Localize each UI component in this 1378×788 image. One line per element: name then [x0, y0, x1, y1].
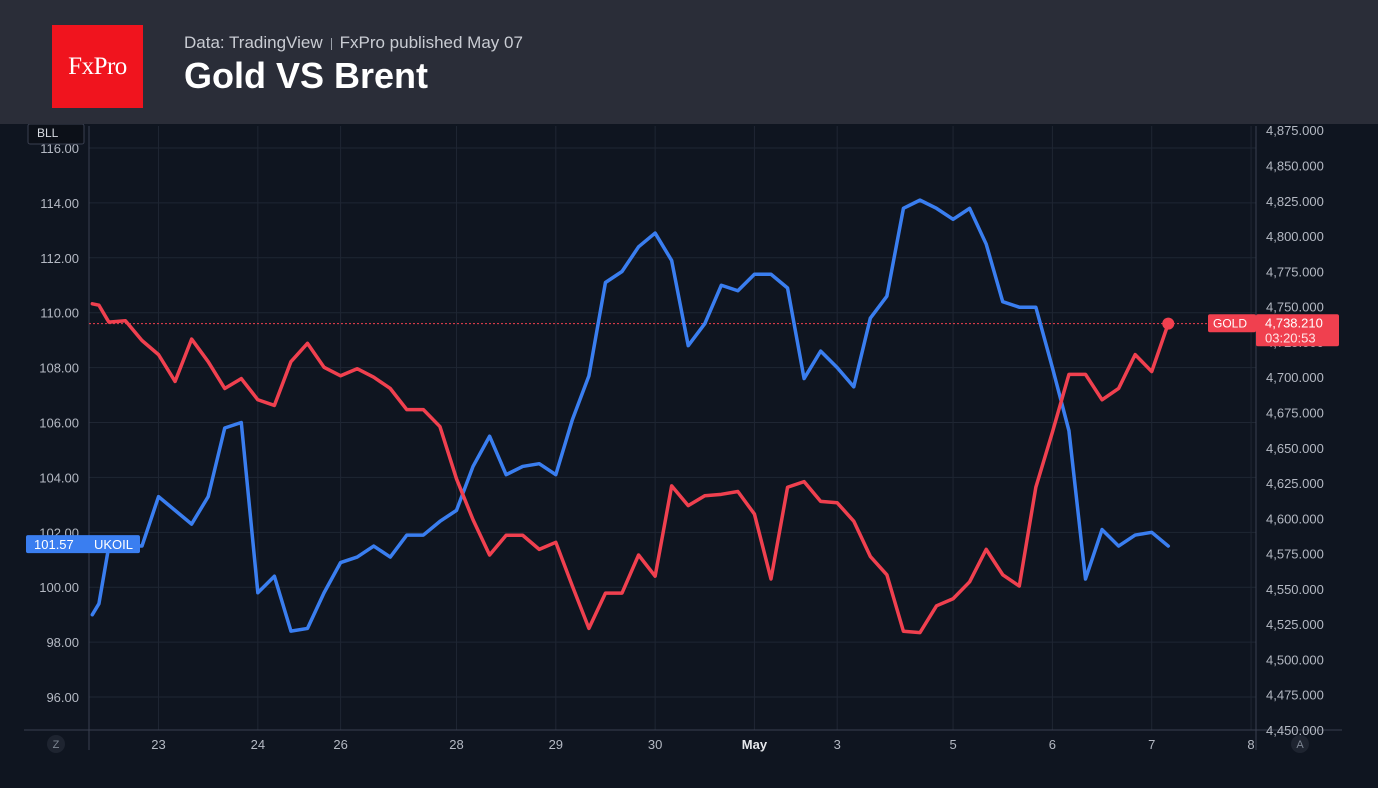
right-axis-ticks: 4,450.000 4,475.000 4,500.000 4,525.000 4,55… — [1266, 124, 1324, 738]
gold-last-value: 4,738.210 — [1265, 315, 1323, 330]
right-tick-label: 4,550.000 — [1266, 582, 1324, 597]
right-tick-label: 4,625.000 — [1266, 476, 1324, 491]
right-tick-label: 4,825.000 — [1266, 194, 1324, 209]
gold-series-name: GOLD — [1213, 316, 1247, 330]
auto-scale-button[interactable] — [1291, 735, 1309, 753]
left-tick-label: 112.00 — [40, 251, 79, 266]
auto-scale-label: A — [1296, 739, 1304, 751]
right-tick-label: 4,875.000 — [1266, 124, 1324, 138]
time-tick-label: May — [742, 737, 768, 752]
gold-last-point — [1162, 317, 1175, 330]
zoom-corner-button[interactable] — [47, 735, 65, 753]
left-tick-label: 116.00 — [40, 141, 79, 156]
time-tick-label: 23 — [151, 737, 165, 752]
ukoil-price-badge — [26, 535, 140, 554]
left-tick-label: 110.00 — [40, 306, 79, 321]
left-tick-label: 104.00 — [39, 470, 79, 485]
left-tick-label: 108.00 — [39, 361, 79, 376]
time-tick-label: 3 — [834, 737, 841, 752]
data-source-label: Data: TradingView — [184, 33, 323, 52]
time-tick-label: 28 — [449, 737, 463, 752]
right-tick-label: 4,500.000 — [1266, 652, 1324, 667]
left-tick-label: 114.00 — [40, 196, 79, 211]
right-tick-label: 4,525.000 — [1266, 617, 1324, 632]
time-tick-label: 6 — [1049, 737, 1056, 752]
grid-lines — [89, 126, 1256, 730]
left-axis-ticks: 96.0098.00100.00102.00104.00106.00108.00… — [39, 141, 79, 705]
ukoil-last-value: 101.57 — [34, 537, 74, 552]
zoom-corner-label: Z — [53, 739, 60, 751]
header-bar: FxPro Data: TradingView FxPro published M… — [0, 0, 1378, 124]
gold-bar-countdown: 03:20:53 — [1265, 330, 1316, 345]
right-tick-label: 4,700.000 — [1266, 370, 1324, 385]
right-tick-label: 4,775.000 — [1266, 264, 1324, 279]
price-chart: 96.0098.00100.00102.00104.00106.00108.00… — [0, 124, 1378, 788]
time-axis-ticks: 23 24 26 28 29 30 May 3 5 6 7 8 — [151, 737, 1254, 752]
left-tick-label: 106.00 — [39, 416, 79, 431]
subtitle-divider — [330, 37, 332, 50]
right-tick-label: 4,675.000 — [1266, 405, 1324, 420]
chart-subtitle: Data: TradingView FxPro published May 07 — [184, 33, 523, 53]
right-tick-label: 4,575.000 — [1266, 547, 1324, 562]
left-axis-badge — [27, 124, 85, 145]
chart-background — [0, 124, 1378, 788]
left-tick-label: 98.00 — [46, 635, 79, 650]
right-tick-label: 4,650.000 — [1266, 441, 1324, 456]
gold-series-line — [90, 302, 1171, 635]
left-tick-label: 100.00 — [39, 580, 79, 595]
published-label: FxPro published May 07 — [339, 33, 523, 52]
right-tick-label: 4,850.000 — [1266, 159, 1324, 174]
gold-name-badge — [1208, 314, 1256, 333]
time-tick-label: 24 — [251, 737, 265, 752]
gold-price-badge — [1256, 314, 1339, 347]
left-axis-badge-text: BLL — [37, 126, 59, 140]
chart-title: Gold VS Brent — [184, 55, 429, 96]
right-tick-label: 4,750.000 — [1266, 300, 1324, 315]
right-tick-label: 4,450.000 — [1266, 723, 1324, 738]
right-tick-label: 4,600.000 — [1266, 511, 1324, 526]
right-tick-label: 4,475.000 — [1266, 688, 1324, 703]
time-tick-label: 30 — [648, 737, 662, 752]
ukoil-series-name: UKOIL — [94, 537, 133, 552]
fxpro-logo: FxPro — [52, 25, 143, 108]
time-tick-label: 26 — [333, 737, 347, 752]
time-tick-label: 8 — [1247, 737, 1254, 752]
time-tick-label: 5 — [949, 737, 956, 752]
time-tick-label: 29 — [549, 737, 563, 752]
left-tick-label: 96.00 — [46, 690, 79, 705]
right-tick-label: 4,800.000 — [1266, 229, 1324, 244]
time-tick-label: 7 — [1148, 737, 1155, 752]
ukoil-series-line — [90, 198, 1171, 633]
